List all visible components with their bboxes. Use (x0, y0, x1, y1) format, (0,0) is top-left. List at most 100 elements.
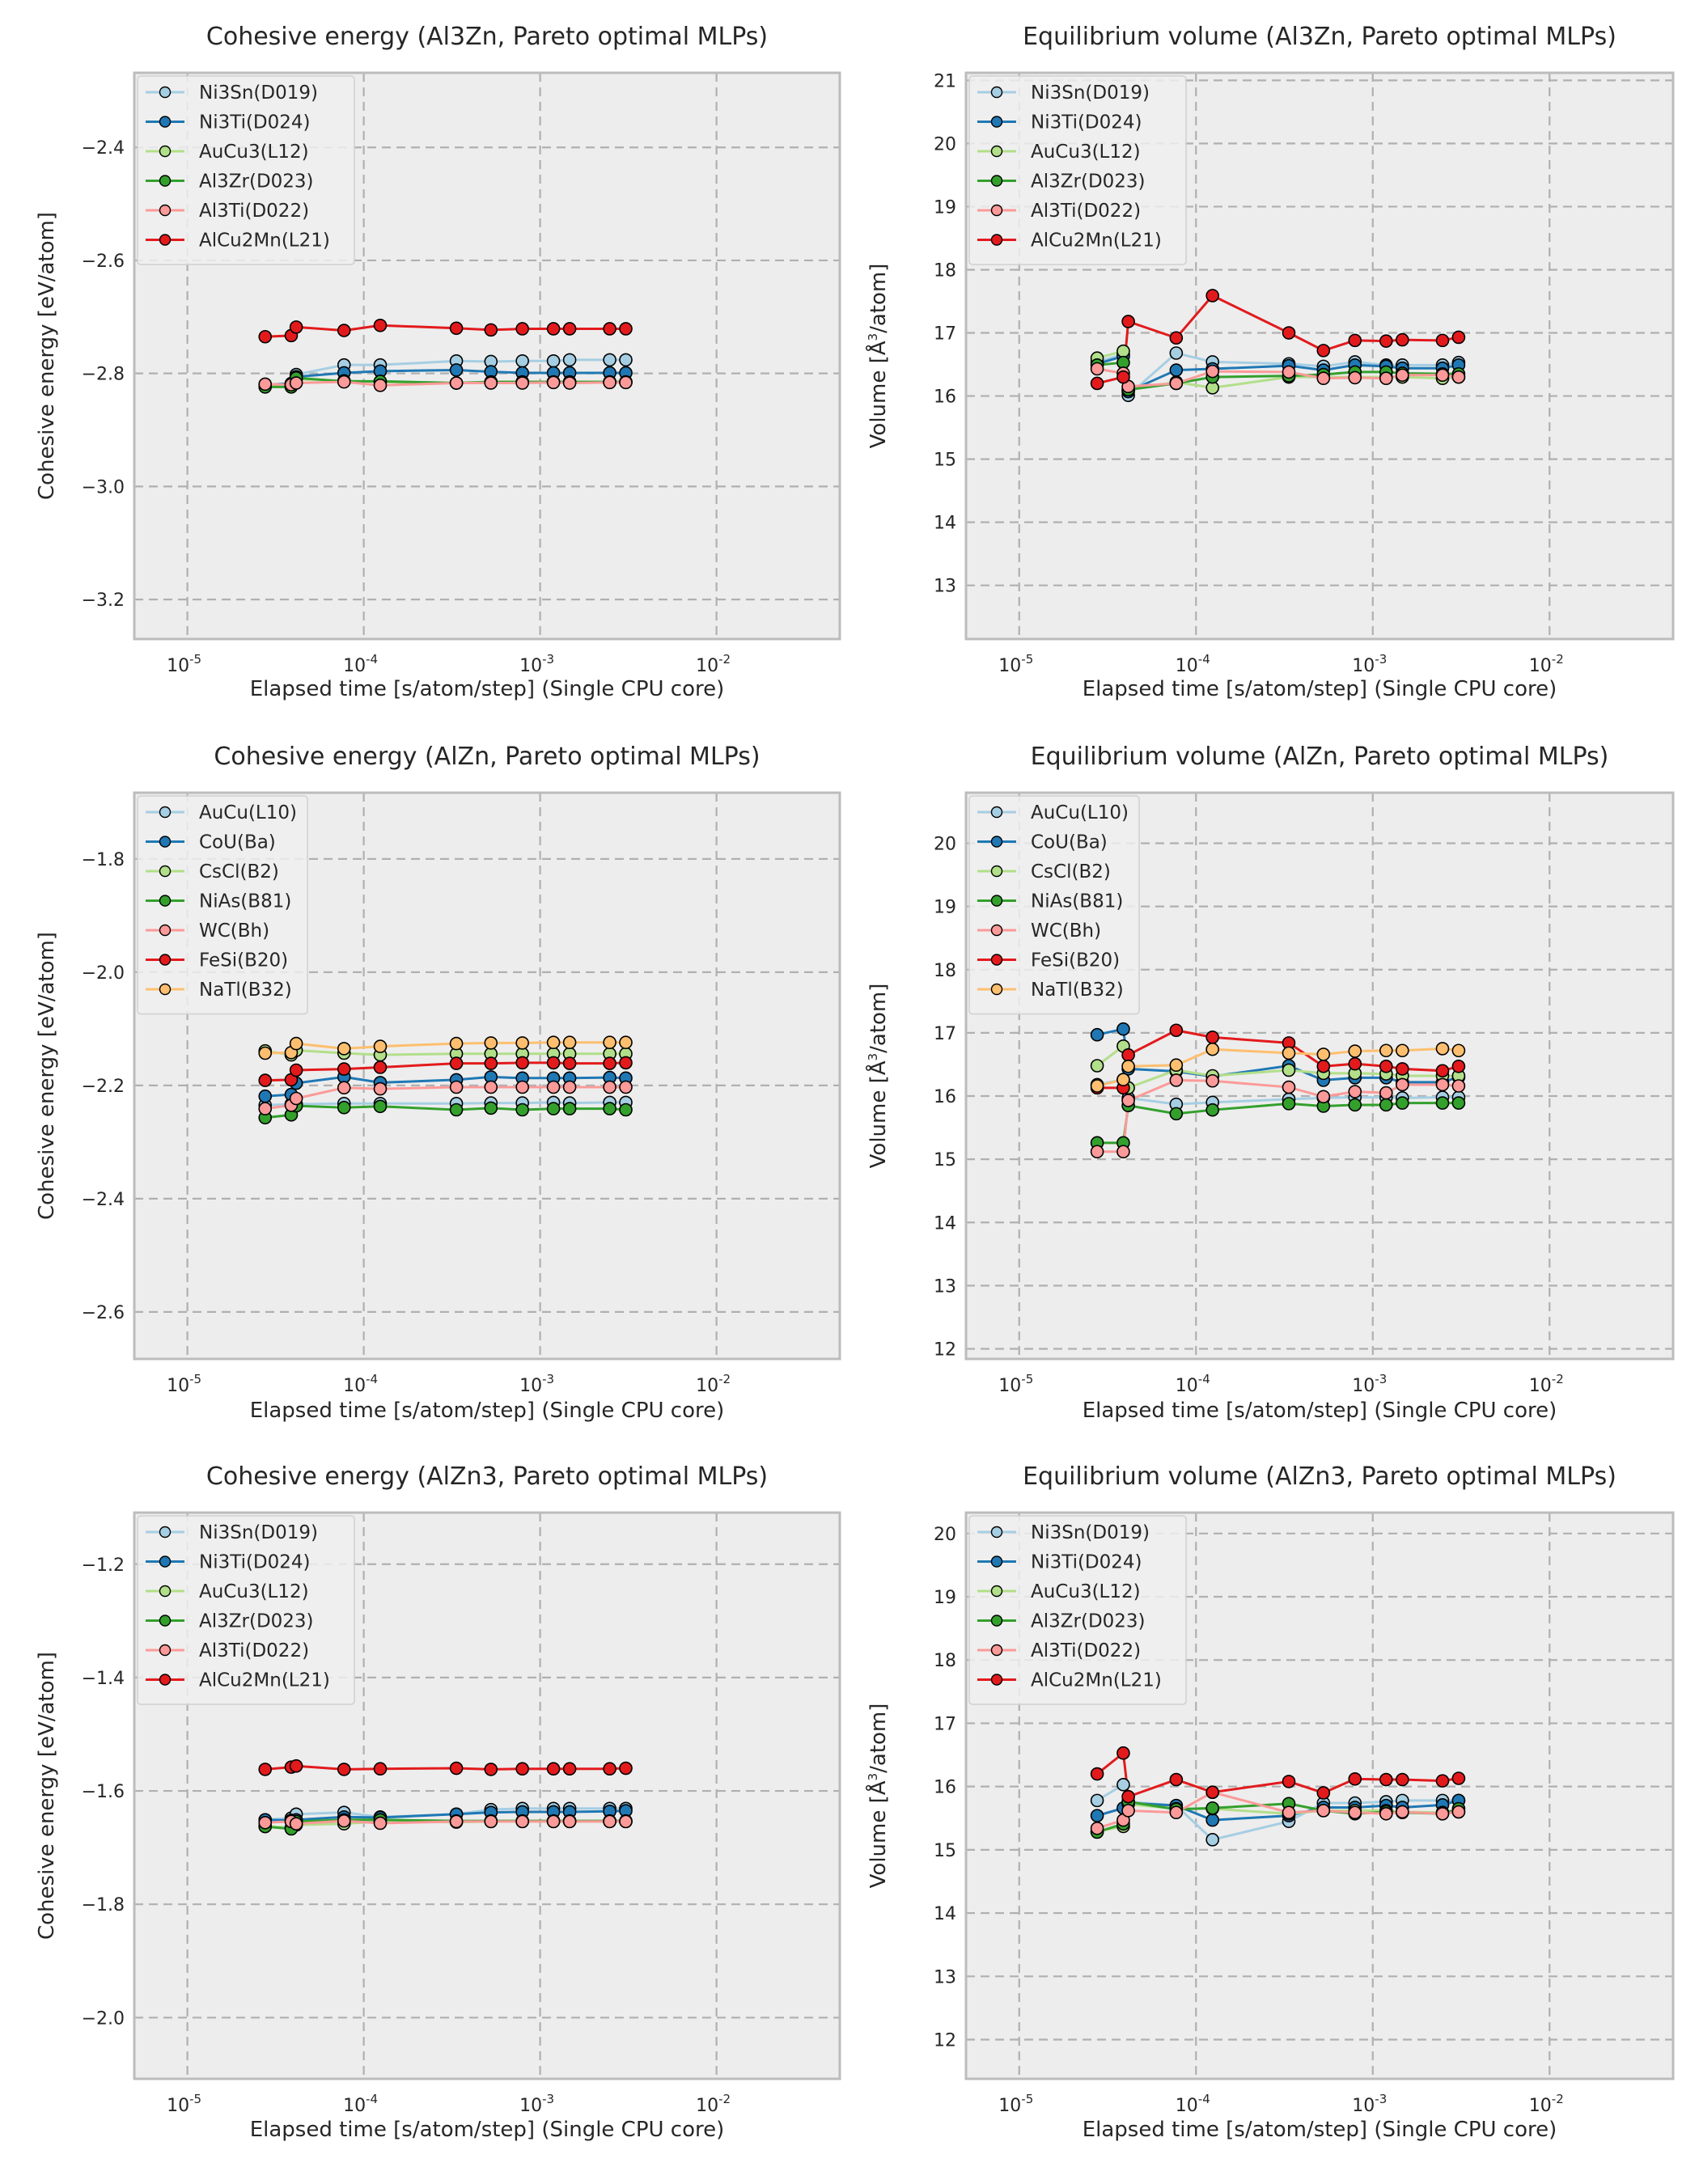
data-point (1090, 1059, 1104, 1073)
data-point (1451, 1096, 1466, 1110)
legend-label: AuCu3(L12) (199, 142, 309, 163)
x-tick-label: 10-4 (1176, 2092, 1210, 2116)
data-point (603, 375, 616, 390)
chart-panel-2: Equilibrium volume (Al3Zn, Pareto optima… (865, 23, 1675, 701)
x-tick-exponent: -2 (718, 1372, 731, 1386)
legend-marker-swatch (159, 1674, 172, 1686)
legend-label: Ni3Sn(D019) (199, 1522, 318, 1543)
data-point (1121, 1804, 1135, 1818)
data-point (484, 1036, 498, 1050)
y-tick-label: 13 (934, 1967, 956, 1987)
data-point (562, 1080, 577, 1094)
legend-label: AlCu2Mn(L21) (199, 1670, 330, 1691)
data-point (1205, 1813, 1219, 1827)
data-point (603, 1035, 616, 1049)
chart-title: Cohesive energy (AlZn3, Pareto optimal M… (206, 1462, 768, 1491)
legend-marker-swatch (159, 204, 172, 217)
x-tick-exponent: -5 (189, 652, 201, 667)
x-tick-label: 10-3 (519, 652, 554, 676)
data-point (1090, 1809, 1104, 1822)
x-axis-label: Elapsed time [s/atom/step] (Single CPU c… (250, 677, 725, 701)
legend-label: AlCu2Mn(L21) (1031, 1670, 1162, 1691)
legend-item: FeSi(B20) (977, 950, 1120, 971)
data-point (562, 1814, 577, 1829)
legend-label: AlCu2Mn(L21) (199, 231, 330, 252)
legend-marker-swatch (990, 1585, 1003, 1598)
y-tick-label: 14 (934, 1213, 956, 1234)
legend-marker-swatch (159, 175, 172, 187)
legend-marker-swatch (990, 1526, 1003, 1539)
data-point (373, 1099, 388, 1114)
legend-marker-swatch (159, 234, 172, 246)
y-axis-label: Cohesive energy [eV/atom] (35, 1652, 59, 1940)
data-point (1090, 1767, 1104, 1781)
data-point (337, 1062, 351, 1076)
legend-marker-swatch (990, 116, 1003, 128)
data-point (289, 1063, 303, 1077)
data-point (289, 1759, 303, 1773)
data-point (1116, 1746, 1130, 1760)
data-point (1451, 330, 1466, 345)
legend-marker-swatch (159, 1615, 172, 1627)
y-tick-label: 19 (934, 197, 956, 218)
data-point (337, 1814, 351, 1828)
chart-title: Equilibrium volume (AlZn, Pareto optimal… (1031, 743, 1609, 771)
legend-label: Ni3Ti(D024) (1031, 112, 1142, 133)
y-label-unit: Å (865, 1780, 891, 1795)
data-point (1435, 1064, 1450, 1078)
data-point (1348, 1044, 1362, 1058)
data-point (1282, 1097, 1296, 1111)
data-point (603, 1814, 616, 1829)
data-point (1451, 370, 1466, 384)
legend-item: NiAs(B81) (977, 891, 1123, 912)
x-tick-exponent: -4 (366, 652, 378, 667)
y-tick-label: 12 (934, 1340, 956, 1361)
legend-marker-swatch (990, 1555, 1003, 1568)
y-tick-label: 17 (934, 324, 956, 345)
legend-label: Ni3Ti(D024) (1031, 1552, 1142, 1573)
x-tick-label: 10-5 (998, 1372, 1033, 1396)
data-point (1379, 1043, 1393, 1058)
legend-item: CsCl(B2) (977, 861, 1111, 882)
data-point (1348, 1056, 1362, 1071)
data-point (619, 1761, 633, 1776)
y-label-superscript: 3 (866, 1053, 880, 1061)
legend-marker-swatch (990, 983, 1003, 996)
legend-marker-swatch (990, 836, 1003, 848)
data-point (1316, 1048, 1331, 1061)
y-tick-label: 15 (934, 451, 956, 471)
legend-label: AuCu(L10) (199, 802, 297, 823)
legend-label: CoU(Ba) (1031, 832, 1108, 853)
data-point (1116, 344, 1130, 358)
x-tick-base: 10 (696, 1376, 718, 1396)
legend-item: CoU(Ba) (977, 832, 1108, 853)
legend-label: CoU(Ba) (199, 832, 276, 853)
data-point (1396, 368, 1409, 383)
chart-panel-1: Cohesive energy (Al3Zn, Pareto optimal M… (35, 23, 841, 701)
data-point (619, 1080, 633, 1094)
data-point (1379, 1086, 1393, 1100)
data-point (1282, 365, 1296, 379)
data-point (1169, 376, 1184, 391)
legend-marker-swatch (159, 865, 172, 878)
data-point (603, 1762, 616, 1776)
axes-frame (133, 1511, 841, 2080)
data-point (373, 1762, 388, 1776)
data-point (515, 1103, 529, 1117)
x-tick-label: 10-4 (343, 1372, 378, 1396)
legend-item: Al3Zr(D023) (977, 1611, 1146, 1632)
x-tick-base: 10 (167, 1376, 189, 1396)
chart-title: Equilibrium volume (AlZn3, Pareto optima… (1023, 1462, 1616, 1491)
data-point (1090, 1821, 1104, 1835)
y-tick-label: 20 (934, 1525, 956, 1545)
legend-label: Ni3Sn(D019) (199, 83, 318, 104)
legend: Ni3Sn(D019) Ni3Ti(D024) AuCu3(L12) Al3Zr(D0… (137, 75, 355, 265)
data-point (1169, 1073, 1184, 1087)
y-label-unit: Å (865, 341, 891, 355)
x-tick-base: 10 (1176, 2096, 1198, 2116)
x-tick-base: 10 (1352, 656, 1375, 676)
legend: Ni3Sn(D019) Ni3Ti(D024) AuCu3(L12) Al3Zr(D0… (968, 1515, 1187, 1705)
data-point (1169, 1058, 1184, 1073)
data-point (515, 1814, 529, 1829)
data-point (1435, 1774, 1450, 1788)
